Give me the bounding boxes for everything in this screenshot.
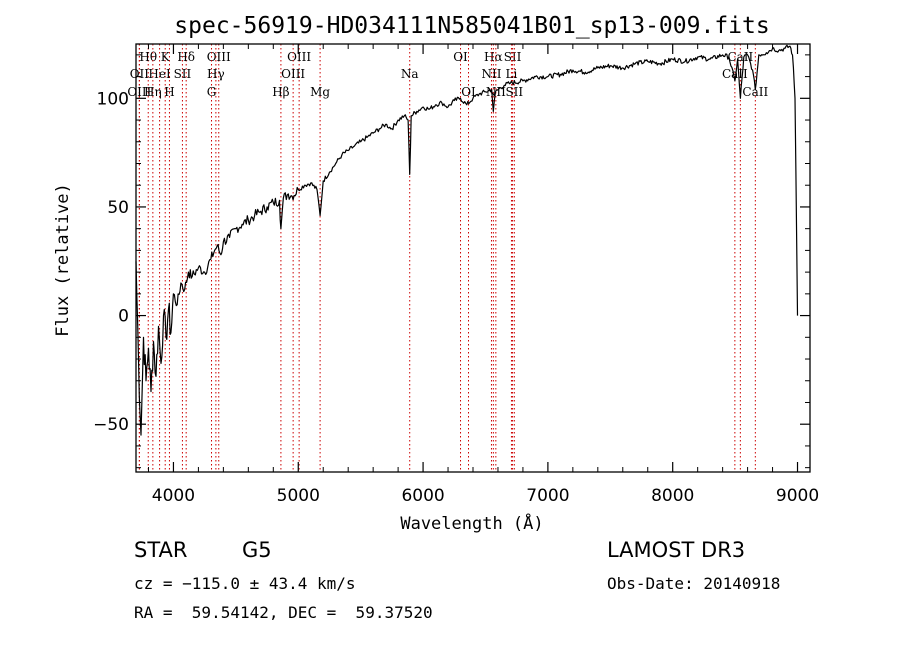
line-label-sii: SII: [174, 67, 192, 81]
x-tick-label: 9000: [776, 486, 819, 506]
redshift-velocity: cz = −115.0 ± 43.4 km/s: [134, 574, 356, 593]
line-label-sii: SII: [504, 50, 522, 64]
line-label-hα: Hα: [484, 50, 503, 64]
observation-date: Obs-Date: 20140918: [607, 574, 781, 593]
line-label-na: Na: [401, 67, 419, 81]
line-label-hη: Hη: [144, 85, 162, 99]
x-tick-label: 7000: [526, 486, 569, 506]
line-label-h: H: [164, 85, 174, 99]
line-label-hβ: Hβ: [272, 85, 289, 99]
chart-title: spec-56919-HD034111N585041B01_sp13-009.f…: [174, 13, 769, 39]
x-tick-label: 6000: [401, 486, 444, 506]
axis-ticks: 4000 5000 6000 7000 8000 9000 −50 0 50 100: [93, 44, 819, 506]
line-label-oiii: OIII: [281, 67, 305, 81]
plot-frame: [135, 43, 811, 473]
y-tick-label: −50: [93, 415, 129, 435]
object-subclass: G5: [242, 538, 272, 562]
line-label-oi: OI: [453, 50, 468, 64]
x-tick-label: 4000: [152, 486, 195, 506]
line-label-sii: SII: [505, 85, 523, 99]
spectrum-series-line: [135, 44, 799, 436]
line-label-oiii: OIII: [207, 50, 231, 64]
ra-dec-coordinates: RA = 59.54142, DEC = 59.37520: [134, 603, 433, 622]
line-label-oiii: OIII: [287, 50, 311, 64]
line-label-caii: CaII: [742, 85, 768, 99]
line-label-k: K: [161, 50, 171, 64]
line-label-hei: HeI: [148, 67, 171, 81]
line-label-hθ: Hθ: [139, 50, 157, 64]
line-label-hδ: Hδ: [177, 50, 195, 64]
y-tick-label: 0: [118, 307, 129, 327]
x-tick-label: 5000: [277, 486, 320, 506]
line-label-mg: Mg: [310, 85, 330, 99]
line-label-oi: OI: [461, 85, 476, 99]
object-class: STAR: [134, 538, 188, 562]
y-axis-label: Flux (relative): [53, 183, 73, 337]
line-label-nii: NII: [481, 67, 501, 81]
line-label-oii: OII: [130, 67, 150, 81]
line-label-hγ: Hγ: [207, 67, 225, 81]
survey-name: LAMOST DR3: [607, 538, 746, 562]
line-label-li: Li: [506, 67, 518, 81]
line-label-oiii: OIII: [127, 85, 151, 99]
line-label-g: G: [207, 85, 217, 99]
x-axis-label: Wavelength (Å): [400, 512, 543, 534]
y-tick-label: 100: [97, 89, 129, 109]
x-tick-label: 8000: [651, 486, 694, 506]
y-tick-label: 50: [107, 198, 129, 218]
